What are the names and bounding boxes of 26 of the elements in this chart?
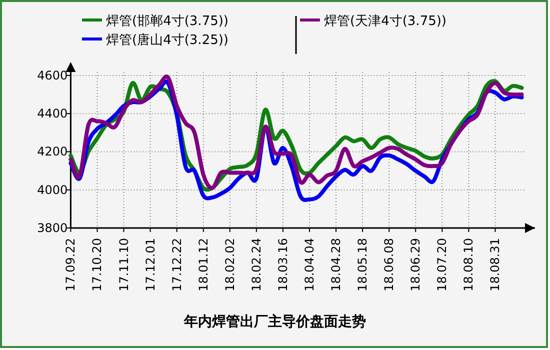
x-tick-label: 18.02.24: [249, 238, 264, 292]
x-tick-label: 18.08.31: [488, 238, 502, 292]
legend-label: 焊管(唐山4寸(3.25)): [106, 33, 229, 48]
legend-label: 焊管(天津4寸(3.75)): [324, 14, 447, 29]
y-tick-label: 4400: [37, 106, 68, 121]
y-tick-label: 4600: [37, 68, 68, 82]
x-tick-label: 18.05.18: [356, 238, 370, 292]
x-tick-label: 18.08.10: [462, 238, 476, 292]
x-tick-label: 17.12.01: [143, 238, 158, 292]
x-tick-label: 17.10.20: [90, 238, 104, 292]
x-tick-label: 18.06.29: [408, 238, 423, 292]
x-tick-label: 18.03.16: [276, 238, 290, 292]
x-tick-label: 18.04.28: [329, 238, 344, 292]
x-tick-label: 17.12.22: [170, 238, 184, 292]
y-tick-label: 3800: [37, 221, 68, 235]
x-tick-label: 18.01.12: [196, 238, 210, 292]
legend-label: 焊管(邯郸4寸(3.75)): [106, 14, 229, 29]
x-tick-label: 17.09.22: [64, 238, 78, 292]
y-tick-label: 4200: [37, 144, 68, 159]
text: 年内焊管出厂主导价盘面走势: [183, 313, 366, 330]
y-tick-label: 4000: [37, 182, 68, 197]
x-tick-label: 18.04.04: [302, 238, 316, 292]
x-tick-label: 18.07.20: [435, 238, 450, 292]
x-tick-label: 17.11.10: [116, 238, 131, 292]
x-tick-label: 18.02.02: [222, 238, 237, 292]
x-tick-label: 18.06.08: [382, 238, 396, 292]
